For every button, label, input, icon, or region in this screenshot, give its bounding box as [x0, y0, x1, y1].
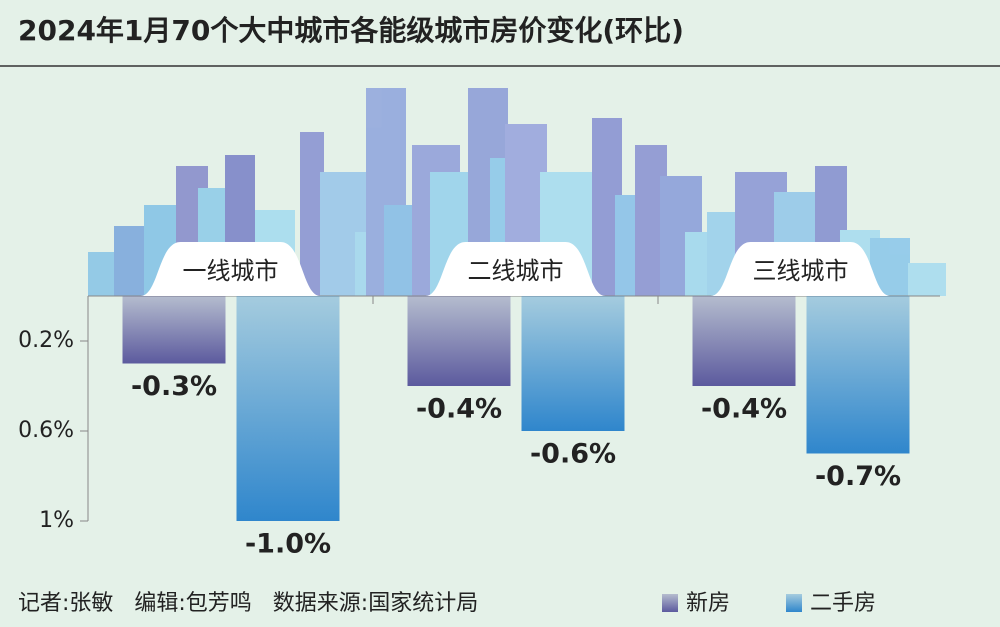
category-badge [710, 242, 891, 296]
value-label: -0.4% [701, 394, 787, 425]
category-label: 三线城市 [753, 257, 849, 285]
value-label: -0.7% [815, 461, 901, 492]
bar [407, 296, 511, 386]
y-tick-label: 0.6% [18, 418, 74, 443]
value-label: -0.4% [416, 394, 502, 425]
bar [692, 296, 796, 386]
category-badge [425, 242, 606, 296]
bar [806, 296, 910, 454]
value-label: -1.0% [245, 529, 331, 560]
bar [122, 296, 226, 364]
category-label: 二线城市 [468, 257, 564, 285]
value-label: -0.3% [131, 371, 217, 402]
value-label: -0.6% [530, 439, 616, 470]
legend-swatch [786, 594, 802, 612]
chart-title: 2024年1月70个大中城市各能级城市房价变化(环比) [18, 14, 684, 47]
y-tick-label: 1% [39, 508, 74, 533]
legend-label: 二手房 [810, 591, 876, 616]
y-tick-label: 0.2% [18, 328, 74, 353]
category-label: 一线城市 [183, 257, 279, 285]
legend-swatch [662, 594, 678, 612]
bar [521, 296, 625, 431]
bar [236, 296, 340, 521]
legend-label: 新房 [686, 591, 730, 616]
category-badge [140, 242, 321, 296]
footer-note: 记者:张敏 编辑:包芳鸣 数据来源:国家统计局 [18, 591, 478, 616]
